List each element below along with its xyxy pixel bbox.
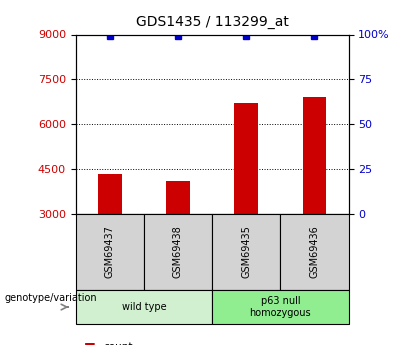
- Text: GSM69437: GSM69437: [105, 225, 115, 278]
- Text: GSM69436: GSM69436: [310, 226, 320, 278]
- Title: GDS1435 / 113299_at: GDS1435 / 113299_at: [136, 15, 289, 29]
- Text: count: count: [103, 342, 132, 345]
- Text: genotype/variation: genotype/variation: [4, 294, 97, 303]
- Text: ■: ■: [84, 340, 96, 345]
- Bar: [302, 97, 326, 214]
- Text: p63 null
homozygous: p63 null homozygous: [249, 296, 311, 318]
- Bar: [166, 181, 190, 214]
- Text: wild type: wild type: [121, 302, 166, 312]
- Text: GSM69435: GSM69435: [241, 225, 251, 278]
- Bar: [234, 103, 258, 214]
- Bar: [98, 174, 122, 214]
- Text: GSM69438: GSM69438: [173, 226, 183, 278]
